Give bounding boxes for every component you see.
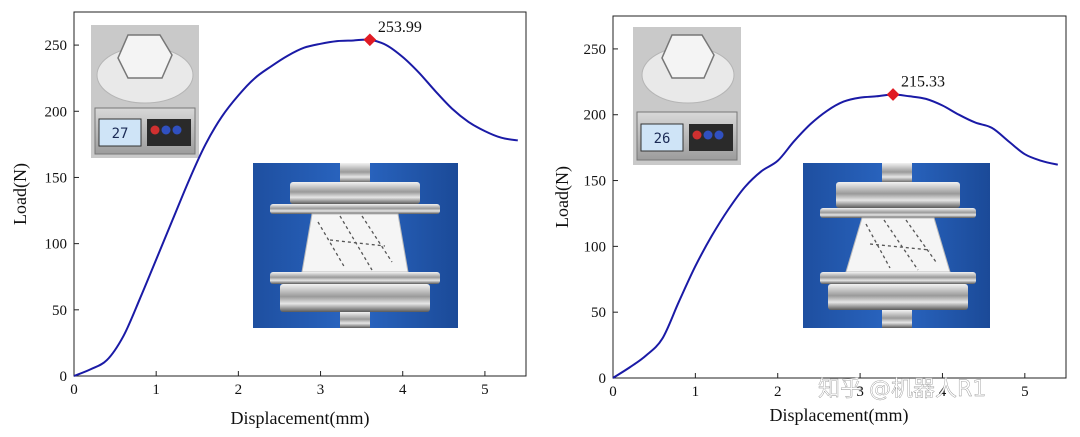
- y-tick-label: 100: [45, 237, 68, 253]
- x-tick-label: 4: [939, 384, 947, 400]
- plot-frame-left: [73, 11, 527, 377]
- x-axis-label-left: Displacement(mm): [231, 408, 370, 429]
- y-tick-label: 0: [60, 369, 68, 385]
- y-axis-label-right: Load(N): [552, 166, 573, 228]
- plot-frame-right: [612, 15, 1067, 379]
- inset-photo-compression-right: [803, 163, 990, 328]
- x-tick-label: 0: [609, 384, 617, 400]
- y-tick-label: 200: [584, 108, 607, 124]
- y-tick-label: 150: [584, 174, 607, 190]
- x-tick-label: 4: [399, 382, 407, 398]
- series-line-right: [612, 93, 1059, 379]
- x-tick-label: 5: [1021, 384, 1029, 400]
- y-tick-label: 0: [599, 371, 607, 387]
- series-line-left: [73, 38, 518, 377]
- y-tick-label: 200: [45, 104, 68, 120]
- peak-label-right: 215.33: [901, 74, 945, 91]
- x-tick-label: 2: [235, 382, 243, 398]
- scale-display-left: 27: [112, 126, 129, 142]
- inset-photo-scale-right: 26: [633, 27, 741, 165]
- x-axis-label-right: Displacement(mm): [770, 405, 909, 426]
- inset-photo-compression-left: [253, 163, 458, 328]
- y-tick-label: 150: [45, 170, 68, 186]
- peak-marker-left: [363, 33, 377, 47]
- y-tick-label: 50: [591, 305, 606, 321]
- x-tick-label: 3: [856, 384, 864, 400]
- peak-marker-right: [886, 88, 900, 101]
- x-tick-label: 0: [70, 382, 78, 398]
- watermark: 知乎 @机器人R1: [818, 377, 986, 402]
- x-tick-label: 1: [152, 382, 160, 398]
- x-tick-label: 1: [692, 384, 700, 400]
- y-tick-label: 50: [52, 303, 67, 319]
- x-tick-label: 2: [774, 384, 782, 400]
- x-tick-label: 5: [481, 382, 489, 398]
- peak-label-left: 253.99: [378, 19, 422, 36]
- x-tick-label: 3: [317, 382, 325, 398]
- y-tick-label: 250: [45, 38, 68, 54]
- scale-display-right: 26: [654, 131, 671, 147]
- y-tick-label: 100: [584, 239, 607, 255]
- y-axis-label-left: Load(N): [10, 163, 31, 225]
- inset-photo-scale-left: 27: [91, 25, 199, 158]
- y-tick-label: 250: [584, 42, 607, 58]
